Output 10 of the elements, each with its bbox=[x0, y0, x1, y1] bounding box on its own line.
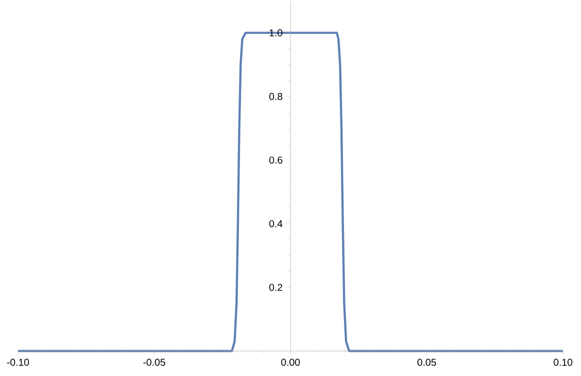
x-tick-label: 0.00 bbox=[281, 358, 300, 366]
y-tick-label: 0.4 bbox=[269, 220, 282, 228]
y-tick-label: 0.8 bbox=[269, 92, 282, 100]
y-tick-label: 0.2 bbox=[269, 284, 282, 291]
x-tick-label: -0.10 bbox=[7, 358, 29, 366]
y-tick-label: 1.0 bbox=[270, 29, 282, 36]
x-tick-label: 0.05 bbox=[417, 358, 436, 366]
x-tick-label: 0.10 bbox=[554, 358, 572, 366]
y-tick-label: 0.6 bbox=[269, 156, 282, 164]
x-tick-label: -0.05 bbox=[143, 358, 166, 366]
